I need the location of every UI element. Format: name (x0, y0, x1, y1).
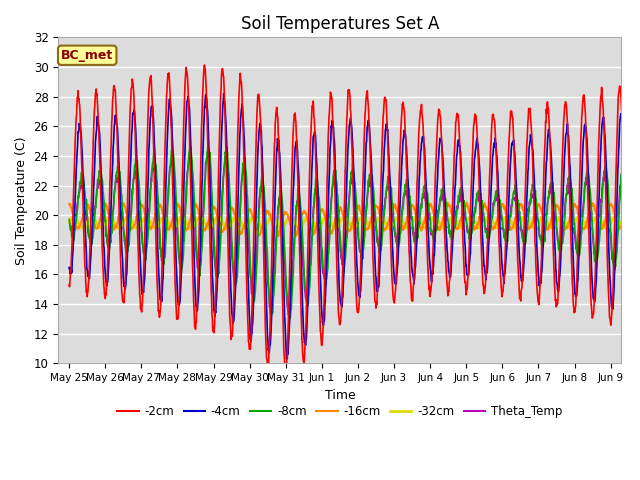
X-axis label: Time: Time (324, 389, 355, 402)
Legend: -2cm, -4cm, -8cm, -16cm, -32cm, Theta_Temp: -2cm, -4cm, -8cm, -16cm, -32cm, Theta_Te… (113, 400, 567, 423)
Text: BC_met: BC_met (61, 49, 113, 62)
Y-axis label: Soil Temperature (C): Soil Temperature (C) (15, 136, 28, 264)
Title: Soil Temperatures Set A: Soil Temperatures Set A (241, 15, 439, 33)
